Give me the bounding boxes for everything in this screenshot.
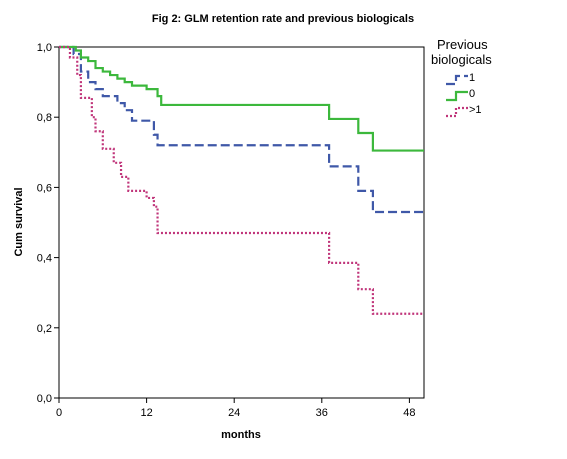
x-tick-label: 24 <box>228 407 240 419</box>
axes: 0,0 0,2 0,4 0,6 0,8 1,0 0 12 24 36 48 <box>37 42 425 419</box>
y-tick-label: 1,0 <box>37 42 52 54</box>
y-tick-label: 0,2 <box>37 323 52 335</box>
y-tick-label: 0,4 <box>37 253 52 265</box>
legend-swatch <box>446 106 468 118</box>
x-tick-label: 12 <box>140 407 152 419</box>
y-tick-label: 0,6 <box>37 182 52 194</box>
x-tick-label: 48 <box>403 407 415 419</box>
legend-title: biologicals <box>431 52 492 67</box>
y-tick-label: 0,8 <box>37 112 52 124</box>
legend-swatch <box>446 90 468 102</box>
plot-frame <box>58 46 425 399</box>
series-line-gt1 <box>59 45 424 315</box>
legend-label: >1 <box>469 104 482 116</box>
chart-title: Fig 2: GLM retention rate and previous b… <box>152 13 414 25</box>
series-line-1 <box>59 45 424 214</box>
y-tick-label: 0,0 <box>37 393 52 405</box>
x-tick-label: 0 <box>56 407 62 419</box>
legend-swatch <box>446 74 468 86</box>
x-tick-label: 36 <box>316 407 328 419</box>
legend-label: 1 <box>469 72 475 84</box>
series-lines <box>59 45 424 315</box>
series-line-0 <box>59 45 424 152</box>
legend-label: 0 <box>469 88 475 100</box>
y-axis-label: Cum survival <box>13 187 25 256</box>
legend-title: Previous <box>437 37 488 52</box>
x-axis-label: months <box>221 429 261 441</box>
